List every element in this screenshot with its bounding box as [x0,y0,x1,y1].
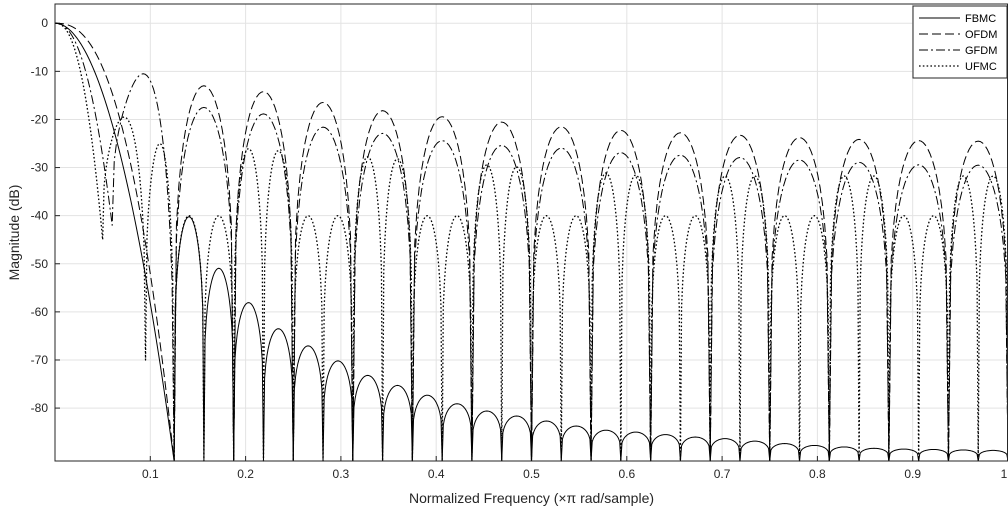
x-tick-label: 0.6 [618,467,635,481]
y-tick-label: -50 [31,257,49,271]
x-axis-label: Normalized Frequency (×π rad/sample) [409,490,654,506]
y-tick-label: -20 [31,112,49,126]
y-tick-label: -40 [31,209,49,223]
legend-label-ofdm: OFDM [965,29,997,41]
y-tick-label: -30 [31,161,49,175]
x-tick-label: 0.5 [523,467,540,481]
legend: FBMC OFDM GFDM UFMC [912,5,1008,79]
legend-label-ufmc: UFMC [965,61,997,73]
x-tick-label: 0.7 [714,467,731,481]
y-tick-label: -70 [31,353,49,367]
x-tick-label: 0.9 [904,467,921,481]
series-line-ofdm [54,22,1008,462]
x-tick-label: 0.8 [809,467,826,481]
y-tick-label: 0 [41,16,48,30]
series-line-fbmc [54,22,1008,462]
legend-label-fbmc: FBMC [965,13,996,25]
x-tick-label: 0.2 [237,467,254,481]
y-tick-label: -60 [31,305,49,319]
x-tick-label: 0.3 [333,467,350,481]
y-tick-label: -10 [31,64,49,78]
x-tick-label: 0.4 [428,467,445,481]
x-tick-label: 1 [1001,467,1008,481]
legend-label-gfdm: GFDM [965,45,997,57]
series-line-ufmc [54,22,1008,462]
series-line-gfdm [54,22,1008,462]
y-axis-label: Magnitude (dB) [6,185,22,281]
tick-labels: 0.1 0.2 0.3 0.4 0.5 0.6 0.7 0.8 0.9 1 0 -10 -20 -30 -4… [31,16,1008,481]
x-tick-label: 0.1 [142,467,159,481]
y-tick-label: -80 [31,401,49,415]
series-group [54,22,1008,462]
